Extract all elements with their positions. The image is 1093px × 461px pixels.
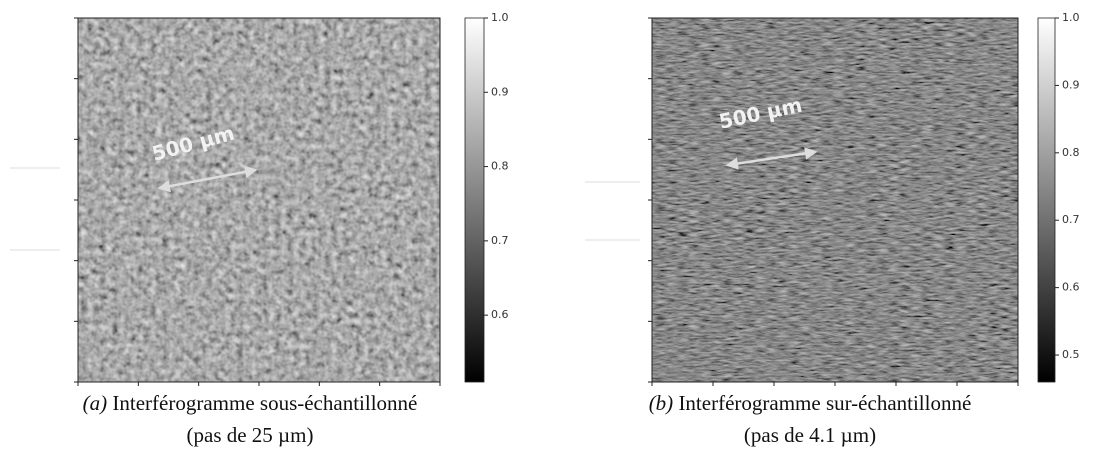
caption: (a) Interférogramme sous-échantillonné: [83, 391, 418, 415]
colorbar-tick-label: 0.7: [491, 234, 509, 247]
colorbar: [1037, 17, 1056, 383]
colorbar-tick-label: 0.9: [491, 85, 509, 98]
image: [652, 18, 1018, 382]
colorbar-tick-label: 1.0: [491, 11, 509, 24]
colorbar-tick-label: 0.8: [1062, 146, 1080, 159]
colorbar-tick-label: 0.5: [1062, 348, 1080, 361]
colorbar-tick-label: 0.9: [1062, 78, 1080, 91]
scale-arrow: [725, 147, 818, 170]
colorbar-tick-label: 0.7: [1062, 213, 1080, 226]
colorbar: [464, 17, 485, 383]
caption-text: Interférogramme sur-échantillonné: [678, 391, 971, 415]
colorbar-tick-label: 0.6: [491, 308, 509, 321]
image: [78, 18, 440, 382]
colorbar-tick-label: 1.0: [1062, 11, 1080, 24]
caption-line2: (pas de 25 µm): [187, 423, 314, 447]
caption-line2: (pas de 4.1 µm): [744, 423, 876, 447]
colorbar-tick-label: 0.8: [491, 160, 509, 173]
scale-arrow: [157, 165, 258, 193]
caption-label: (a): [83, 391, 108, 415]
caption: (b) Interférogramme sur-échantillonné: [649, 391, 972, 415]
colorbar-tick-label: 0.6: [1062, 281, 1080, 294]
caption-label: (b): [649, 391, 674, 415]
caption-text: Interférogramme sous-échantillonné: [112, 391, 417, 415]
